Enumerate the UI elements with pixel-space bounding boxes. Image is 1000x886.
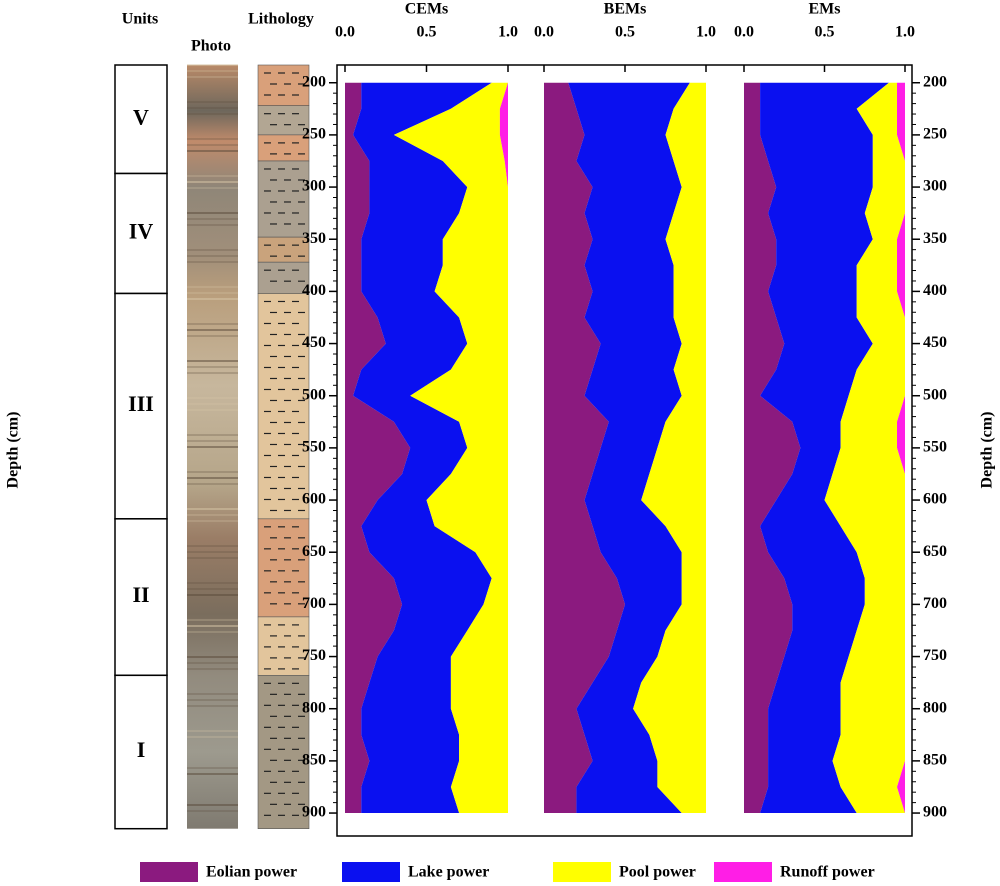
depth-tick-label-right: 750 <box>923 647 947 664</box>
unit-box <box>114 674 168 830</box>
stacked-area <box>897 82 905 813</box>
stacked-area <box>499 82 508 813</box>
depth-tick-label-right: 450 <box>923 334 947 351</box>
depth-tick-label-right: 400 <box>923 282 947 299</box>
stacked-area <box>568 82 690 813</box>
stacked-area <box>744 82 801 813</box>
unit-box <box>114 518 168 677</box>
legend-label: Pool power <box>619 864 696 881</box>
x-tick-label: 0.5 <box>615 24 635 41</box>
lithology-layer <box>257 160 310 238</box>
lithology-layer <box>257 675 310 829</box>
depth-tick-label-right: 250 <box>923 126 947 143</box>
x-tick-label: 0.0 <box>534 24 554 41</box>
depth-tick-label-left: 800 <box>302 699 326 716</box>
unit-label: III <box>128 391 154 416</box>
depth-tick-label-left: 600 <box>302 491 326 508</box>
depth-tick-label-left: 900 <box>302 804 326 821</box>
depth-tick-label-right: 200 <box>923 73 947 90</box>
stacked-area <box>633 82 706 813</box>
depth-tick-label-left: 400 <box>302 282 326 299</box>
depth-tick-label-right: 350 <box>923 230 947 247</box>
stacked-area <box>824 82 905 813</box>
depth-axis-label-left: Depth (cm) <box>5 412 22 489</box>
x-tick-label: 0.5 <box>815 24 835 41</box>
legend-swatch <box>140 862 198 882</box>
depth-tick-label-right: 800 <box>923 699 947 716</box>
stacked-area <box>393 82 508 813</box>
unit-box <box>114 292 168 520</box>
depth-tick-label-left: 750 <box>302 647 326 664</box>
depth-axis-label-right: Depth (cm) <box>979 412 996 489</box>
panel-title: BEMs <box>604 1 647 18</box>
lithology-layer <box>257 293 310 520</box>
depth-tick-label-left: 200 <box>302 73 326 90</box>
lithology-title: Lithology <box>248 11 314 28</box>
depth-tick-label-right: 550 <box>923 439 947 456</box>
x-tick-label: 1.0 <box>895 24 915 41</box>
unit-label: II <box>132 582 149 607</box>
legend-swatch <box>553 862 611 882</box>
panel-title: EMs <box>809 1 841 18</box>
depth-tick-label-left: 850 <box>302 752 326 769</box>
lithology-layer <box>257 518 310 618</box>
depth-tick-label-right: 650 <box>923 543 947 560</box>
unit-box <box>114 64 168 175</box>
lithology-layer <box>257 616 310 676</box>
x-tick-label: 1.0 <box>498 24 518 41</box>
legend-label: Eolian power <box>206 864 297 881</box>
lithology-layer <box>257 261 310 294</box>
legend-label: Runoff power <box>780 864 875 881</box>
depth-tick-label-left: 650 <box>302 543 326 560</box>
legend-swatch <box>342 862 400 882</box>
lithology-layer <box>257 64 310 106</box>
depth-tick-label-left: 500 <box>302 386 326 403</box>
depth-tick-label-right: 600 <box>923 491 947 508</box>
depth-tick-label-right: 850 <box>923 752 947 769</box>
unit-label: I <box>137 737 146 762</box>
depth-tick-label-left: 350 <box>302 230 326 247</box>
legend-swatch <box>714 862 772 882</box>
units-title: Units <box>122 11 158 28</box>
depth-tick-label-left: 550 <box>302 439 326 456</box>
x-tick-label: 1.0 <box>696 24 716 41</box>
unit-label: V <box>133 104 149 129</box>
unit-label: IV <box>129 219 154 244</box>
depth-tick-label-right: 300 <box>923 178 947 195</box>
lithology-layer <box>257 134 310 162</box>
legend-label: Lake power <box>408 864 489 881</box>
depth-tick-label-left: 450 <box>302 334 326 351</box>
stacked-area <box>760 82 889 813</box>
stacked-area <box>544 82 625 813</box>
unit-box <box>114 172 168 295</box>
x-tick-label: 0.0 <box>734 24 754 41</box>
depth-tick-label-left: 300 <box>302 178 326 195</box>
panel-title: CEMs <box>405 1 449 18</box>
x-tick-label: 0.5 <box>417 24 437 41</box>
stacked-area <box>353 82 492 813</box>
depth-tick-label-right: 500 <box>923 386 947 403</box>
depth-tick-label-right: 700 <box>923 595 947 612</box>
x-tick-label: 0.0 <box>335 24 355 41</box>
depth-tick-label-left: 250 <box>302 126 326 143</box>
depth-tick-label-right: 900 <box>923 804 947 821</box>
photo-title: Photo <box>191 38 231 55</box>
depth-tick-label-left: 700 <box>302 595 326 612</box>
